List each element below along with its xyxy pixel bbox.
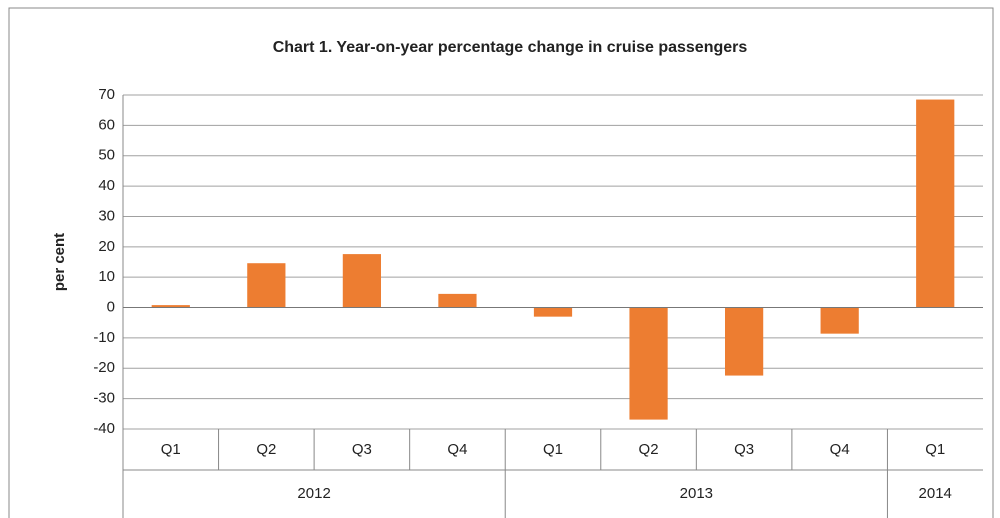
bar [629, 307, 668, 420]
chart-frame [8, 7, 994, 518]
y-tick-label: -10 [93, 329, 115, 346]
chart-title: Chart 1. Year-on-year percentage change … [273, 39, 748, 56]
y-tick-label: 60 [98, 116, 115, 133]
bar [725, 307, 764, 376]
x-tick-label: Q4 [447, 441, 467, 458]
x-tick-label: Q1 [543, 441, 563, 458]
x-tick-label: Q2 [639, 441, 659, 458]
x-tick-label: Q1 [161, 441, 181, 458]
x-tick-label: Q4 [830, 441, 850, 458]
x-tick-label: Q1 [925, 441, 945, 458]
bar [247, 263, 286, 308]
bar [820, 307, 859, 334]
y-tick-label: 10 [98, 268, 115, 285]
y-tick-label: 30 [98, 207, 115, 224]
y-tick-label: 0 [107, 299, 115, 316]
bar [916, 99, 955, 308]
y-tick-label: 40 [98, 177, 115, 194]
x-tick-label: Q2 [256, 441, 276, 458]
y-tick-label: 20 [98, 238, 115, 255]
bar [342, 254, 381, 308]
x-tick-label: Q3 [352, 441, 372, 458]
y-axis-label: per cent [51, 233, 68, 291]
group-label: 2013 [680, 485, 713, 502]
y-tick-label: 50 [98, 147, 115, 164]
y-tick-label: -30 [93, 390, 115, 407]
group-label: 2014 [919, 485, 952, 502]
y-tick-label: -20 [93, 359, 115, 376]
bar [151, 305, 190, 308]
bar [533, 307, 573, 317]
y-tick-label: -40 [93, 420, 115, 437]
group-label: 2012 [297, 485, 330, 502]
x-tick-label: Q3 [734, 441, 754, 458]
bar [438, 293, 477, 308]
y-tick-label: 70 [98, 86, 115, 103]
